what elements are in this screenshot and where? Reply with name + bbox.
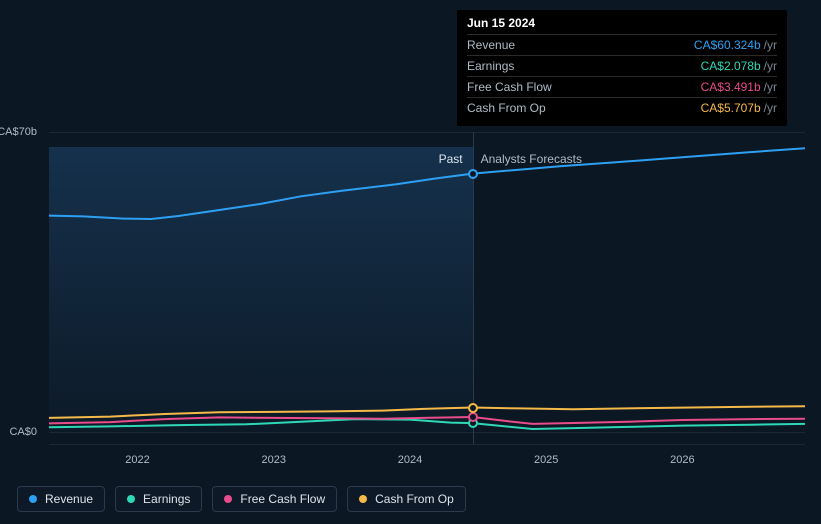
legend-item[interactable]: Cash From Op <box>347 486 466 512</box>
legend-dot-icon <box>127 495 135 503</box>
y-axis-bottom-label: CA$0 <box>9 426 37 438</box>
tooltip-row-suffix: /yr <box>764 80 777 94</box>
tooltip-row-value: CA$2.078b <box>701 59 761 73</box>
legend: Revenue Earnings Free Cash Flow Cash From O… <box>17 486 466 512</box>
tooltip-row-suffix: /yr <box>764 59 777 73</box>
tooltip-row-label: Cash From Op <box>467 101 546 115</box>
tooltip-row: Cash From Op CA$5.707b/yr <box>467 98 777 118</box>
gridline-bottom <box>49 444 805 445</box>
tooltip-row-suffix: /yr <box>764 101 777 115</box>
tooltip-row: Revenue CA$60.324b/yr <box>467 35 777 56</box>
tooltip-row: Earnings CA$2.078b/yr <box>467 56 777 77</box>
y-axis-top-label: CA$70b <box>0 126 37 138</box>
tooltip-date: Jun 15 2024 <box>467 16 777 35</box>
x-axis-tick: 2024 <box>398 454 422 466</box>
tooltip-row-value-wrap: CA$2.078b/yr <box>701 59 777 73</box>
x-axis-tick: 2026 <box>670 454 694 466</box>
tooltip-row-label: Free Cash Flow <box>467 80 552 94</box>
legend-dot-icon <box>224 495 232 503</box>
series-line-revenue <box>49 148 805 219</box>
tooltip-row-value-wrap: CA$3.491b/yr <box>701 80 777 94</box>
tooltip-row-value: CA$60.324b <box>694 38 761 52</box>
tooltip-row-value-wrap: CA$5.707b/yr <box>701 101 777 115</box>
x-axis-tick: 2025 <box>534 454 558 466</box>
tooltip-row-value-wrap: CA$60.324b/yr <box>694 38 777 52</box>
legend-item[interactable]: Free Cash Flow <box>212 486 337 512</box>
series-line-cfo <box>49 406 805 418</box>
x-axis-tick: 2022 <box>125 454 149 466</box>
tooltip-row-label: Earnings <box>467 59 514 73</box>
legend-dot-icon <box>359 495 367 503</box>
tooltip-row-value: CA$3.491b <box>701 80 761 94</box>
marker-fcf <box>468 412 478 422</box>
legend-label: Free Cash Flow <box>240 492 325 506</box>
tooltip-row-label: Revenue <box>467 38 515 52</box>
tooltip-row-suffix: /yr <box>764 38 777 52</box>
legend-label: Revenue <box>45 492 93 506</box>
legend-item[interactable]: Revenue <box>17 486 105 512</box>
marker-revenue <box>468 169 478 179</box>
tooltip-row: Free Cash Flow CA$3.491b/yr <box>467 77 777 98</box>
legend-label: Earnings <box>143 492 190 506</box>
tooltip: Jun 15 2024 RevenueCA$60.324b/yrEarnings… <box>457 10 787 126</box>
legend-item[interactable]: Earnings <box>115 486 202 512</box>
tooltip-row-value: CA$5.707b <box>701 101 761 115</box>
marker-cfo <box>468 403 478 413</box>
legend-label: Cash From Op <box>375 492 454 506</box>
legend-dot-icon <box>29 495 37 503</box>
x-axis-tick: 2023 <box>262 454 286 466</box>
